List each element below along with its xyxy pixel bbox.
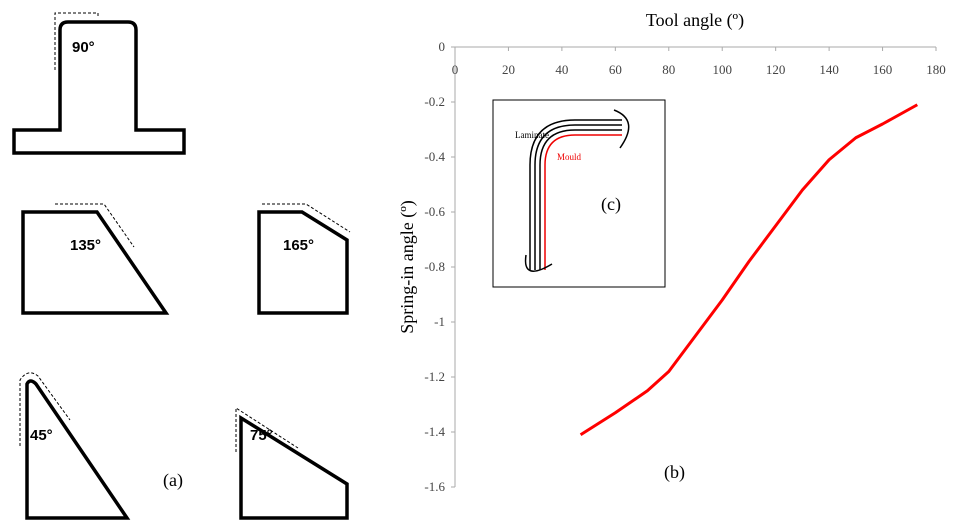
dashed-outline xyxy=(54,12,99,70)
x-tick-label: 60 xyxy=(609,62,622,77)
inset-label: Laminate xyxy=(515,130,549,140)
shape-diagrams xyxy=(12,12,351,520)
triangle-45 xyxy=(25,379,131,520)
x-axis-title: Tool angle (º) xyxy=(646,10,744,31)
x-tick-label: 20 xyxy=(502,62,515,77)
data-line xyxy=(579,103,919,437)
trapezoid-135 xyxy=(21,210,170,315)
x-tick-label: 40 xyxy=(555,62,568,77)
x-tick-label: 0 xyxy=(452,62,459,77)
x-tick-label: 120 xyxy=(766,62,786,77)
panel-label: (b) xyxy=(664,462,685,483)
dashed-outline xyxy=(19,372,71,446)
y-tick-label: -1.2 xyxy=(424,369,445,384)
y-tick-label: -1.6 xyxy=(424,479,445,494)
y-tick-label: -1 xyxy=(434,314,445,329)
panel-label: (a) xyxy=(163,470,183,491)
y-axis-title: Spring-in angle (º) xyxy=(397,200,418,334)
inset-label: Mould xyxy=(557,152,582,162)
plot: 0 20 40 60 80 100 120 140 160 180 0 -0.2 -0.4 -0.6 -0.… xyxy=(424,39,945,494)
angle-label: 75° xyxy=(250,427,273,444)
x-tick-label: 160 xyxy=(873,62,893,77)
t-shape xyxy=(12,20,186,155)
angle-label: 135° xyxy=(70,237,101,254)
angle-label: 90° xyxy=(72,39,95,56)
y-tick-label: -1.4 xyxy=(424,424,445,439)
y-tick-label: -0.8 xyxy=(424,259,445,274)
panel-label: (c) xyxy=(601,194,621,215)
y-tick-label: -0.2 xyxy=(424,94,445,109)
y-tick-label: 0 xyxy=(439,39,446,54)
x-tick-label: 100 xyxy=(712,62,732,77)
x-tick-label: 180 xyxy=(926,62,946,77)
dashed-outline xyxy=(262,203,351,233)
angle-label: 165° xyxy=(283,237,314,254)
inset xyxy=(492,99,666,288)
dashed-outline xyxy=(55,203,135,248)
angle-label: 45° xyxy=(30,427,53,444)
trapezoid-165 xyxy=(257,210,349,315)
trapezoid-75 xyxy=(239,414,349,520)
y-tick-label: -0.6 xyxy=(424,204,445,219)
x-tick-label: 80 xyxy=(662,62,675,77)
x-tick-label: 140 xyxy=(819,62,839,77)
y-tick-label: -0.4 xyxy=(424,149,445,164)
